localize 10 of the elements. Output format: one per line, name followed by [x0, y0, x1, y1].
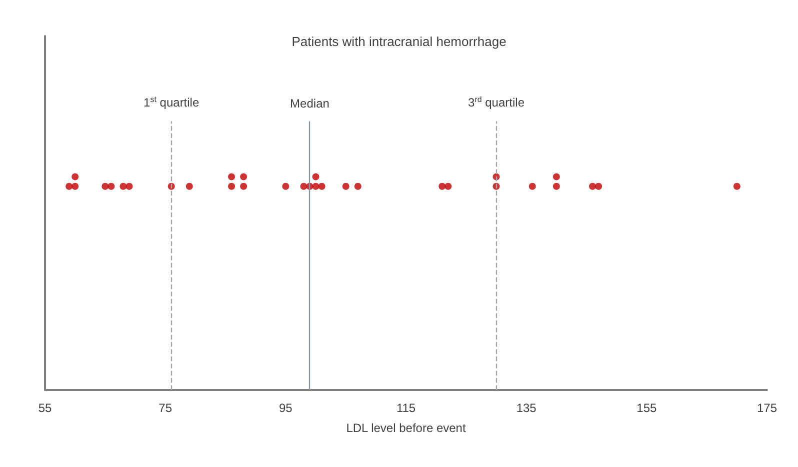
x-tick-label: 135 [516, 401, 537, 415]
x-tick-label: 115 [396, 401, 416, 415]
x-tick-label: 75 [158, 401, 172, 415]
x-tick-label: 175 [756, 401, 778, 415]
x-axis-title: LDL level before event [346, 421, 466, 435]
chart-title: Patients with intracranial hemorrhage [292, 34, 506, 49]
x-tick-label: 55 [38, 401, 52, 415]
x-tick-label: 155 [636, 401, 657, 415]
ref-line-label: Median [290, 96, 330, 110]
x-tick-label: 95 [278, 401, 293, 415]
